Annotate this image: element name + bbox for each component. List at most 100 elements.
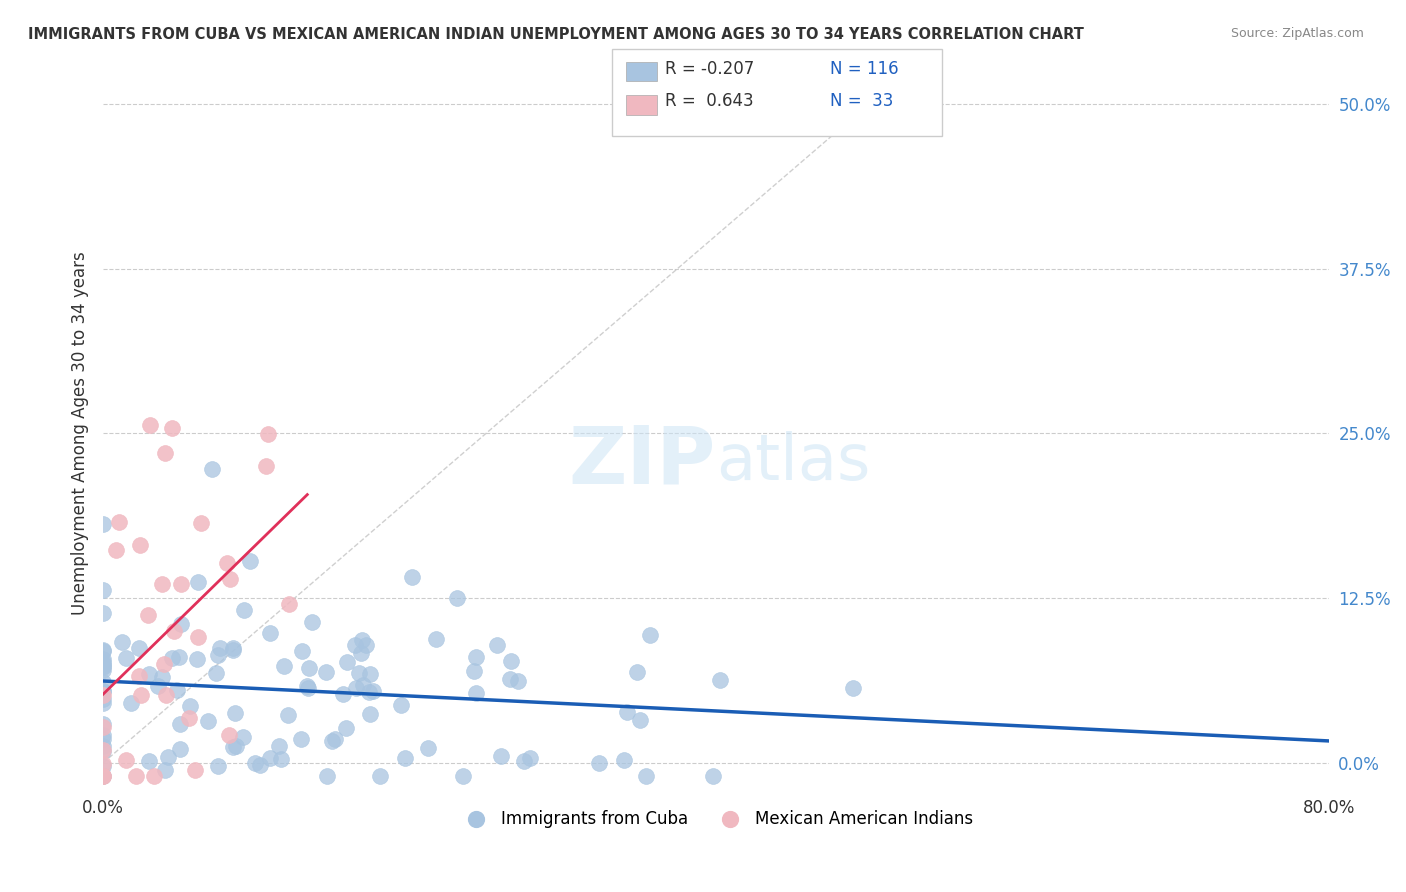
Point [91,691,114,706]
Point [167,650,190,665]
Point [105,543,128,558]
Point [190,516,212,530]
Point [91,717,114,731]
Point [222,739,245,754]
Text: R =  0.643: R = 0.643 [665,92,754,110]
Point [91,659,114,673]
Text: IMMIGRANTS FROM CUBA VS MEXICAN AMERICAN INDIAN UNEMPLOYMENT AMONG AGES 30 TO 34: IMMIGRANTS FROM CUBA VS MEXICAN AMERICAN… [28,27,1084,42]
Point [138,667,160,681]
Point [588,756,610,771]
Legend: Immigrants from Cuba, Mexican American Indians: Immigrants from Cuba, Mexican American I… [453,803,980,834]
Point [344,681,367,695]
Point [702,769,724,783]
Point [616,705,638,719]
Point [138,417,160,432]
Point [394,750,416,764]
Point [207,758,229,772]
Point [513,754,536,768]
Point [91,769,114,783]
Point [270,752,292,766]
Point [336,656,359,670]
Point [91,657,114,671]
Point [187,575,209,590]
Point [179,711,201,725]
Point [160,651,183,665]
Point [486,638,509,652]
Point [224,706,246,720]
Point [91,688,114,702]
Point [259,625,281,640]
Point [91,582,114,597]
Point [197,714,219,728]
Point [316,769,339,783]
Point [638,628,661,642]
Point [401,569,423,583]
Point [219,572,242,586]
Point [91,758,114,772]
Point [465,685,488,699]
Point [91,739,114,754]
Point [110,635,132,649]
Point [254,458,277,473]
Point [155,764,177,778]
Point [169,717,191,731]
Point [321,734,343,748]
Point [222,641,245,656]
Point [91,720,114,734]
Point [243,756,266,770]
Point [179,698,201,713]
Point [389,698,412,712]
Point [115,753,138,767]
Point [357,685,380,699]
Point [489,748,512,763]
Point [128,669,150,683]
Point [506,674,529,689]
Point [187,630,209,644]
Point [91,728,114,742]
Point [91,683,114,698]
Point [347,666,370,681]
Point [463,664,485,678]
Point [519,750,541,764]
Point [233,603,256,617]
Point [205,666,228,681]
Point [335,721,357,735]
Point [138,755,160,769]
Point [160,420,183,434]
Point [323,731,346,746]
Point [232,730,254,744]
Point [291,643,314,657]
Point [129,688,152,702]
Text: N = 116: N = 116 [830,60,898,78]
Point [628,713,651,727]
Text: ZIP: ZIP [568,423,716,500]
Point [416,741,439,756]
Point [163,624,186,639]
Point [315,665,337,679]
Point [91,652,114,666]
Point [352,632,374,647]
Point [153,657,176,672]
Point [91,696,114,710]
Point [91,675,114,690]
Point [91,606,114,620]
Point [613,753,636,767]
Point [257,426,280,441]
Point [498,672,520,686]
Point [464,650,486,665]
Point [201,462,224,476]
Point [91,659,114,673]
Point [425,632,447,646]
Point [150,670,173,684]
Point [153,445,176,459]
Point [170,577,193,591]
Point [277,708,299,723]
Point [343,638,366,652]
Point [359,707,381,722]
Point [350,646,373,660]
Point [184,764,207,778]
Text: N =  33: N = 33 [830,92,893,110]
Point [352,678,374,692]
Point [842,681,865,695]
Point [91,517,114,532]
